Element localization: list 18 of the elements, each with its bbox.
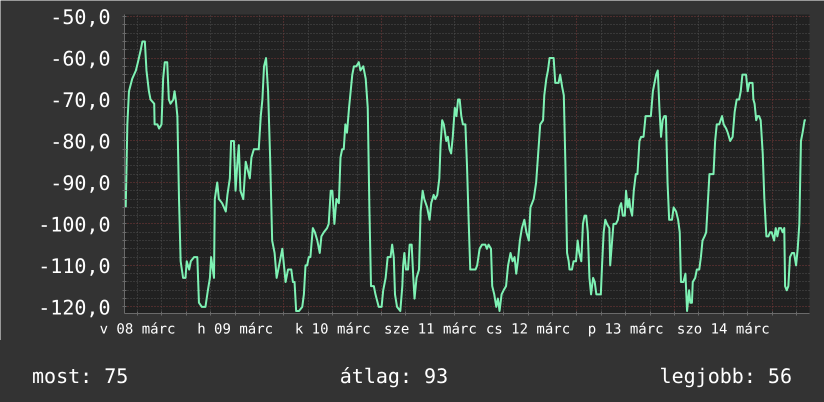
- x-tick-label: szo 14 márc: [676, 322, 770, 338]
- y-tick-label: -120,0: [38, 295, 111, 320]
- x-tick-label: sze 11 márc: [384, 322, 477, 338]
- y-tick-label: -90,0: [50, 170, 111, 195]
- x-tick-label: p 13 márc: [588, 322, 664, 338]
- y-tick-label: -110,0: [38, 254, 111, 278]
- x-tick-label: h 09 márc: [197, 322, 274, 338]
- y-tick-label: -50,0: [50, 5, 111, 30]
- text: átlag: 93: [340, 362, 448, 390]
- y-tick-label: -80,0: [50, 129, 111, 154]
- text: legjobb: 56: [660, 362, 792, 390]
- x-tick-label: cs 12 márc: [486, 322, 570, 338]
- y-tick-label: -60,0: [50, 46, 111, 71]
- y-tick-label: -100,0: [38, 212, 111, 236]
- x-tick-label: k 10 márc: [294, 322, 371, 338]
- x-tick-label: v 08 márc: [100, 322, 176, 338]
- text: most: 75: [32, 362, 128, 390]
- y-tick-label: -70,0: [50, 88, 111, 112]
